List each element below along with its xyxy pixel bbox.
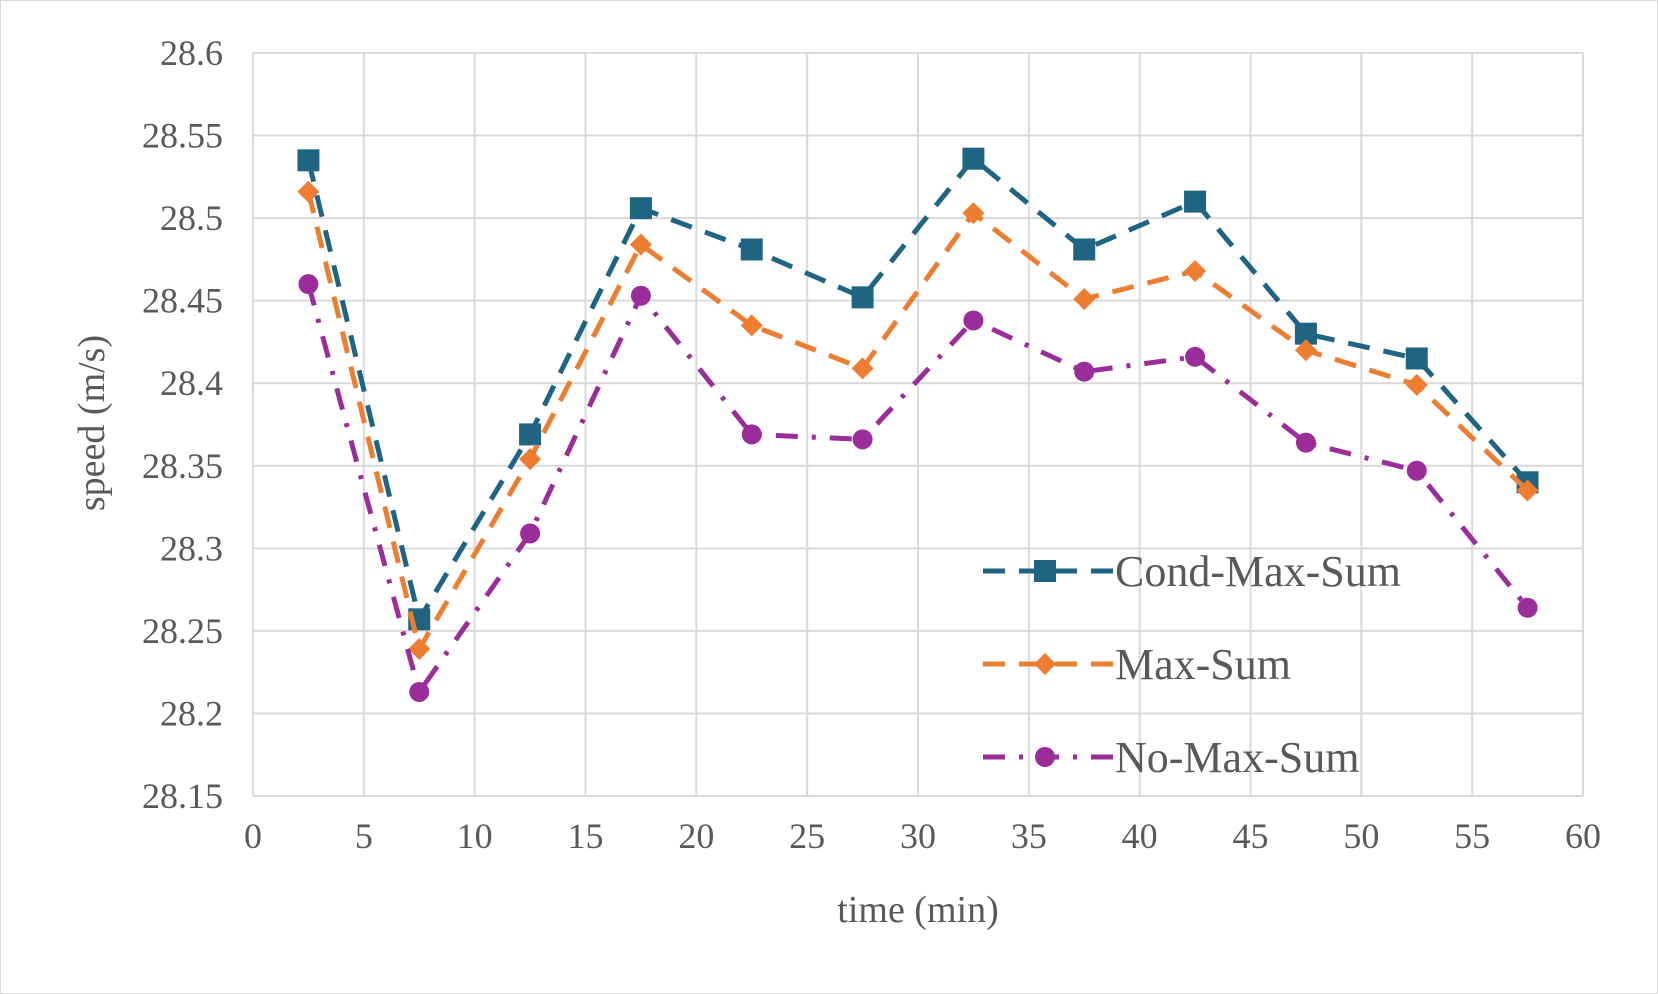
series-line [306,283,1530,695]
legend-swatch-marker [1034,653,1056,675]
legend-item: Cond-Max-Sum [983,547,1401,596]
y-axis-ticks: 28.15 28.2 28.25 28.3 28.35 28.4 28.45 28.5 28.5… [142,33,223,816]
x-axis-title: time (min) [837,889,998,931]
data-point [630,285,651,306]
x-tick-label: 25 [789,816,825,856]
x-tick-label: 30 [900,816,936,856]
data-point [1405,347,1428,370]
y-axis-title: speed (m/s) [71,335,113,511]
data-point [520,523,541,544]
data-point [741,424,762,445]
x-tick-label: 60 [1565,816,1601,856]
series-no-max-sum [298,274,1538,702]
legend-item: No-Max-Sum [983,733,1359,782]
data-point [519,448,542,471]
data-point [1073,288,1096,311]
legend-item: Max-Sum [983,640,1291,689]
data-point [1517,597,1538,618]
x-tick-label: 5 [355,816,373,856]
data-point [962,147,985,170]
y-tick-label: 28.25 [142,611,223,651]
data-point [1294,322,1317,345]
legend-label: Max-Sum [1115,640,1291,689]
y-tick-label: 28.3 [160,528,223,568]
data-point [1073,238,1096,261]
data-point [1516,479,1539,502]
y-tick-label: 28.15 [142,776,223,816]
data-point [1184,259,1207,282]
series-line [305,191,1530,652]
y-tick-label: 28.2 [160,693,223,733]
x-tick-label: 20 [678,816,714,856]
data-point [962,202,985,225]
x-tick-label: 15 [568,816,604,856]
data-point [297,149,320,172]
data-point [409,681,430,702]
data-point [1294,339,1317,362]
series-cond-max-sum [297,147,1539,631]
gridlines [252,52,1584,797]
data-point [1406,460,1427,481]
data-point [740,314,763,337]
y-tick-label: 28.55 [142,116,223,156]
x-tick-label: 45 [1233,816,1269,856]
data-point [1074,361,1095,382]
y-tick-label: 28.5 [160,198,223,238]
data-point [1405,373,1428,396]
series-max-sum [297,180,1539,661]
legend-label: No-Max-Sum [1115,733,1359,782]
y-tick-label: 28.35 [142,446,223,486]
series-line [305,156,1530,622]
data-point [408,638,431,661]
data-point [852,429,873,450]
series-lines [297,147,1539,702]
x-tick-label: 40 [1122,816,1158,856]
x-tick-label: 10 [457,816,493,856]
x-tick-label: 50 [1343,816,1379,856]
data-point [629,197,652,220]
data-point [1184,190,1207,213]
legend-swatch-marker [1035,747,1055,767]
data-point [298,274,319,295]
y-tick-label: 28.45 [142,281,223,321]
data-point [519,423,542,446]
data-point [629,233,652,256]
x-tick-label: 55 [1454,816,1490,856]
data-point [297,180,320,203]
data-point [963,310,984,331]
y-tick-label: 28.4 [160,363,223,403]
y-tick-label: 28.6 [160,33,223,73]
data-point [740,238,763,261]
legend-label: Cond-Max-Sum [1115,547,1401,596]
x-tick-label: 0 [244,816,262,856]
legend-swatch-marker [1034,560,1056,582]
x-axis-ticks: 0 5 10 15 20 25 30 35 40 45 50 55 60 [244,816,1601,856]
data-point [851,286,874,309]
data-point [851,357,874,380]
data-point [1295,432,1316,453]
data-point [1185,346,1206,367]
x-tick-label: 35 [1011,816,1047,856]
legend: Cond-Max-Sum Max-Sum No-Max-Sum [983,547,1401,782]
